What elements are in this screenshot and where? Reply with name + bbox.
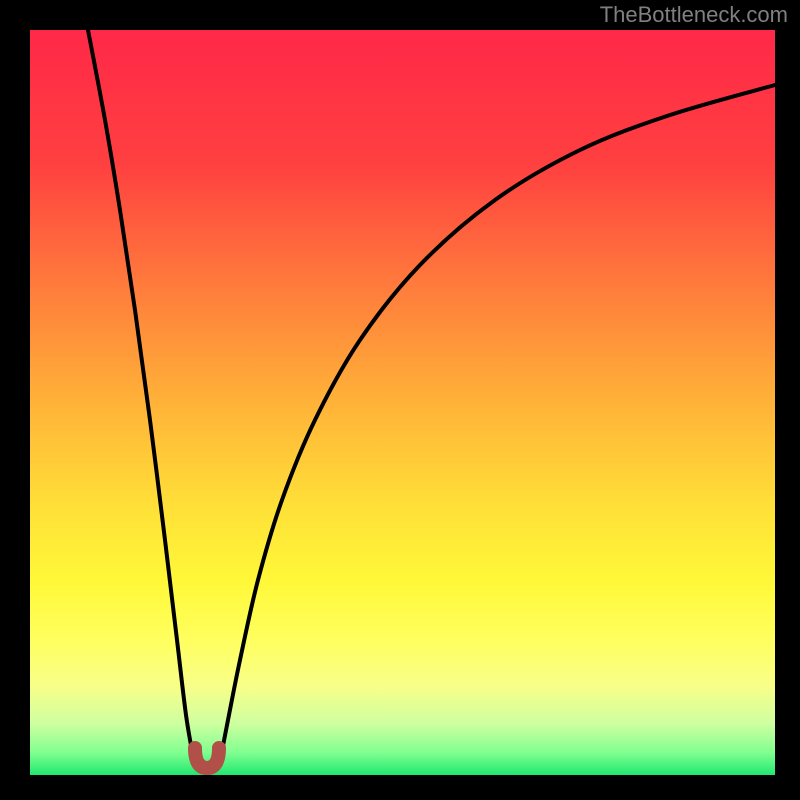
plot-area bbox=[30, 30, 775, 775]
chart-container: TheBottleneck.com bbox=[0, 0, 800, 800]
watermark-text: TheBottleneck.com bbox=[600, 2, 788, 28]
bottleneck-chart bbox=[0, 0, 800, 800]
